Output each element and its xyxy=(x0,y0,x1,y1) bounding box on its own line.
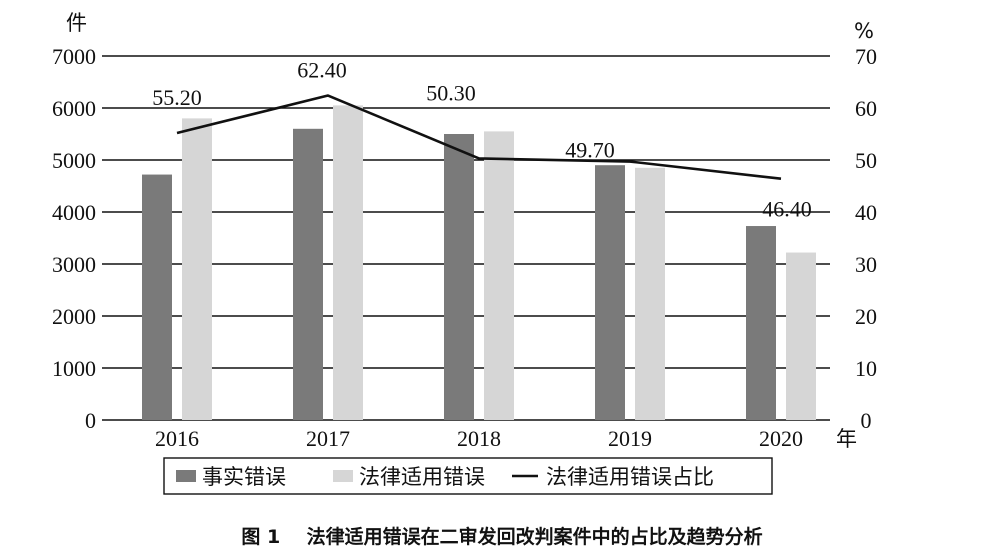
right-tick-label: 20 xyxy=(855,304,877,329)
x-tick-label: 2017 xyxy=(306,426,350,451)
bar-fact-error xyxy=(595,165,625,420)
legend-swatch xyxy=(176,470,196,482)
axes: 0 0 1000 10 2000 20 3000 30 4000 40 5000 50 6000 60 70… xyxy=(52,11,877,451)
legend-swatch xyxy=(333,470,353,482)
right-tick-label: 70 xyxy=(855,44,877,69)
bar-law-error xyxy=(333,105,363,421)
left-tick-label: 0 xyxy=(85,408,96,433)
x-tick-label: 2016 xyxy=(155,426,199,451)
left-tick-label: 3000 xyxy=(52,252,96,277)
legend-label: 法律适用错误 xyxy=(359,465,485,489)
bar-law-error xyxy=(484,131,514,420)
right-tick-label: 60 xyxy=(855,96,877,121)
left-tick-label: 1000 xyxy=(52,356,96,381)
right-tick-label: 10 xyxy=(855,356,877,381)
left-axis-unit: 件 xyxy=(66,11,87,35)
ratio-line-group: 55.20 62.40 50.30 49.70 46.40 xyxy=(152,58,812,222)
left-tick-label: 6000 xyxy=(52,96,96,121)
left-tick-label: 7000 xyxy=(52,44,96,69)
legend: 事实错误 法律适用错误 法律适用错误占比 xyxy=(163,457,773,495)
x-tick-label: 2020 xyxy=(759,426,803,451)
ratio-data-label: 46.40 xyxy=(762,197,812,222)
combo-chart: 55.20 62.40 50.30 49.70 46.40 0 0 1000 10 2000 20… xyxy=(52,11,877,495)
left-tick-label: 4000 xyxy=(52,200,96,225)
bar-law-error xyxy=(786,252,816,420)
x-axis-unit: 年 xyxy=(836,427,857,451)
legend-label: 法律适用错误占比 xyxy=(546,465,714,489)
right-tick-label: 30 xyxy=(855,252,877,277)
ratio-data-label: 49.70 xyxy=(565,138,615,163)
ratio-data-label: 55.20 xyxy=(152,85,202,110)
figure-caption: 图 1 法律适用错误在二审发回改判案件中的占比及趋势分析 xyxy=(0,522,1004,549)
bar-fact-error xyxy=(293,128,323,421)
ratio-line xyxy=(176,94,782,181)
right-tick-label: 0 xyxy=(861,408,872,433)
x-tick-label: 2018 xyxy=(457,426,501,451)
left-tick-label: 2000 xyxy=(52,304,96,329)
legend-box xyxy=(163,457,773,495)
ratio-data-label: 62.40 xyxy=(297,58,347,83)
caption-text: 法律适用错误在二审发回改判案件中的占比及趋势分析 xyxy=(306,526,763,548)
caption-label: 图 1 xyxy=(241,526,281,548)
left-tick-label: 5000 xyxy=(52,148,96,173)
bar-law-error xyxy=(635,167,665,420)
bar-fact-error xyxy=(142,174,172,420)
bar-fact-error xyxy=(746,226,776,420)
bar-fact-error xyxy=(444,134,474,420)
ratio-data-label: 50.30 xyxy=(426,80,476,105)
legend-label: 事实错误 xyxy=(202,465,286,489)
right-axis-unit: % xyxy=(854,19,874,43)
right-tick-label: 50 xyxy=(855,148,877,173)
bar-group xyxy=(142,105,816,421)
x-tick-label: 2019 xyxy=(608,426,652,451)
right-tick-label: 40 xyxy=(855,200,877,225)
bar-law-error xyxy=(182,118,212,421)
